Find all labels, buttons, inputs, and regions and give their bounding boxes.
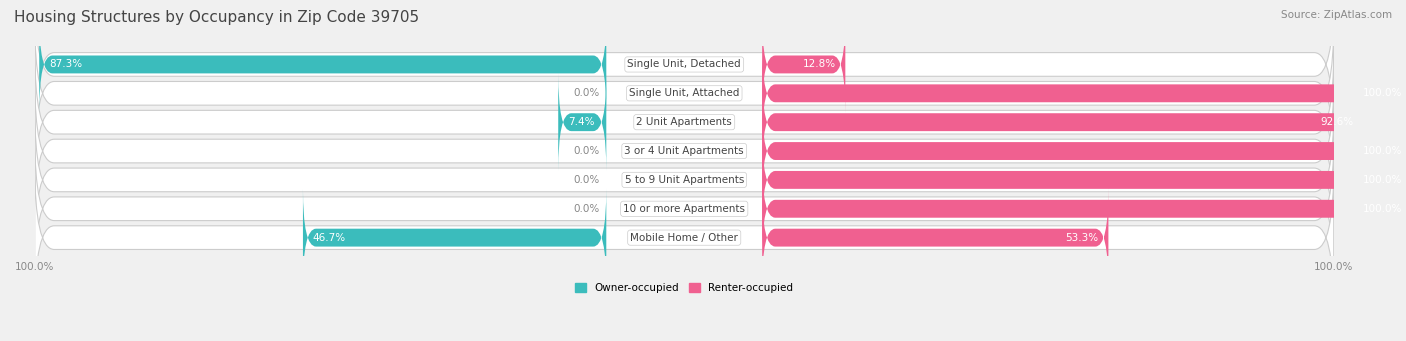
Text: 5 to 9 Unit Apartments: 5 to 9 Unit Apartments	[624, 175, 744, 185]
Text: 0.0%: 0.0%	[574, 175, 600, 185]
Text: 100.0%: 100.0%	[1362, 204, 1402, 214]
Text: Single Unit, Attached: Single Unit, Attached	[628, 88, 740, 98]
Text: 3 or 4 Unit Apartments: 3 or 4 Unit Apartments	[624, 146, 744, 156]
Text: 100.0%: 100.0%	[1362, 88, 1402, 98]
FancyBboxPatch shape	[302, 189, 606, 286]
Text: Mobile Home / Other: Mobile Home / Other	[630, 233, 738, 243]
Text: 0.0%: 0.0%	[574, 88, 600, 98]
FancyBboxPatch shape	[39, 16, 606, 113]
FancyBboxPatch shape	[762, 131, 1406, 229]
FancyBboxPatch shape	[762, 45, 1406, 142]
Text: 0.0%: 0.0%	[574, 146, 600, 156]
Text: Source: ZipAtlas.com: Source: ZipAtlas.com	[1281, 10, 1392, 20]
FancyBboxPatch shape	[35, 76, 1334, 226]
Text: 2 Unit Apartments: 2 Unit Apartments	[637, 117, 733, 127]
FancyBboxPatch shape	[35, 105, 1334, 255]
Text: 87.3%: 87.3%	[49, 59, 82, 70]
FancyBboxPatch shape	[35, 134, 1334, 283]
Text: 92.6%: 92.6%	[1320, 117, 1354, 127]
Text: 100.0%: 100.0%	[1362, 175, 1402, 185]
Text: Housing Structures by Occupancy in Zip Code 39705: Housing Structures by Occupancy in Zip C…	[14, 10, 419, 25]
FancyBboxPatch shape	[762, 189, 1108, 286]
FancyBboxPatch shape	[35, 47, 1334, 197]
Text: 53.3%: 53.3%	[1066, 233, 1098, 243]
Text: 100.0%: 100.0%	[1362, 146, 1402, 156]
FancyBboxPatch shape	[762, 16, 845, 113]
FancyBboxPatch shape	[558, 73, 606, 171]
FancyBboxPatch shape	[35, 0, 1334, 139]
Text: Single Unit, Detached: Single Unit, Detached	[627, 59, 741, 70]
Legend: Owner-occupied, Renter-occupied: Owner-occupied, Renter-occupied	[571, 279, 797, 298]
FancyBboxPatch shape	[35, 163, 1334, 312]
Text: 0.0%: 0.0%	[574, 204, 600, 214]
FancyBboxPatch shape	[762, 73, 1364, 171]
Text: 12.8%: 12.8%	[803, 59, 835, 70]
Text: 46.7%: 46.7%	[312, 233, 346, 243]
FancyBboxPatch shape	[762, 160, 1406, 257]
FancyBboxPatch shape	[35, 18, 1334, 168]
Text: 10 or more Apartments: 10 or more Apartments	[623, 204, 745, 214]
FancyBboxPatch shape	[762, 102, 1406, 200]
Text: 7.4%: 7.4%	[568, 117, 595, 127]
